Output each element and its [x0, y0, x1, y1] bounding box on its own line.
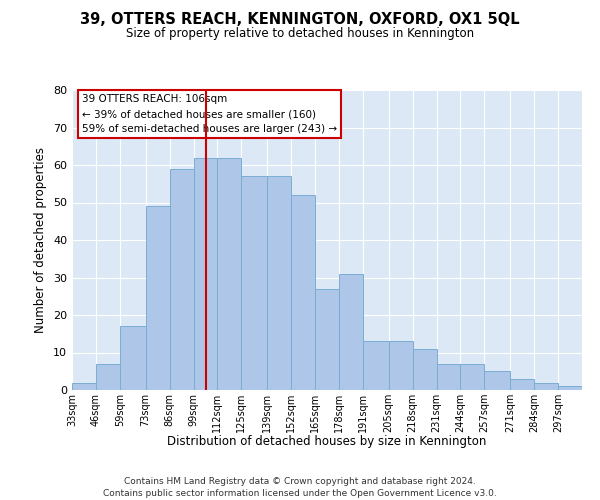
- Bar: [291, 195, 315, 390]
- Bar: [170, 169, 194, 390]
- Bar: [120, 326, 146, 390]
- Bar: [72, 382, 96, 390]
- Bar: [241, 176, 267, 390]
- Bar: [484, 371, 510, 390]
- Bar: [96, 364, 120, 390]
- Bar: [267, 176, 291, 390]
- Bar: [315, 289, 339, 390]
- Bar: [460, 364, 484, 390]
- Bar: [534, 382, 558, 390]
- Bar: [363, 341, 389, 390]
- Text: 39, OTTERS REACH, KENNINGTON, OXFORD, OX1 5QL: 39, OTTERS REACH, KENNINGTON, OXFORD, OX…: [80, 12, 520, 28]
- Bar: [510, 379, 534, 390]
- Bar: [389, 341, 413, 390]
- Y-axis label: Number of detached properties: Number of detached properties: [34, 147, 47, 333]
- Bar: [146, 206, 170, 390]
- Bar: [437, 364, 460, 390]
- Text: Contains HM Land Registry data © Crown copyright and database right 2024.: Contains HM Land Registry data © Crown c…: [124, 478, 476, 486]
- Text: Distribution of detached houses by size in Kennington: Distribution of detached houses by size …: [167, 435, 487, 448]
- Bar: [339, 274, 363, 390]
- Bar: [558, 386, 582, 390]
- Text: Size of property relative to detached houses in Kennington: Size of property relative to detached ho…: [126, 28, 474, 40]
- Bar: [194, 158, 217, 390]
- Bar: [413, 349, 437, 390]
- Text: Contains public sector information licensed under the Open Government Licence v3: Contains public sector information licen…: [103, 489, 497, 498]
- Bar: [217, 158, 241, 390]
- Text: 39 OTTERS REACH: 106sqm
← 39% of detached houses are smaller (160)
59% of semi-d: 39 OTTERS REACH: 106sqm ← 39% of detache…: [82, 94, 337, 134]
